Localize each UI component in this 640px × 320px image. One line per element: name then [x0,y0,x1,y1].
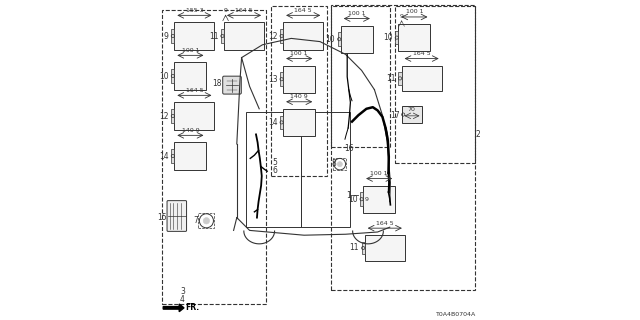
Bar [172,69,174,83]
Text: 11: 11 [387,74,396,83]
FancyBboxPatch shape [167,201,187,231]
Text: 164 5: 164 5 [413,51,431,56]
Bar [174,62,206,90]
Bar [280,72,283,86]
Text: 16: 16 [344,144,354,153]
Bar [283,22,323,50]
Bar [224,22,264,50]
Bar [398,72,402,85]
Bar [172,109,174,123]
Text: T0A4B0704A: T0A4B0704A [436,312,476,317]
Bar [301,112,351,227]
Text: 12: 12 [268,31,278,41]
Text: 164 5: 164 5 [235,8,253,13]
Bar [332,6,390,147]
Text: 10: 10 [348,195,357,204]
Text: 4: 4 [180,295,185,304]
Text: 100 1: 100 1 [182,48,199,53]
Bar [338,32,340,46]
Text: 100 1: 100 1 [348,11,365,16]
Text: 10: 10 [383,33,393,42]
Text: 164 5: 164 5 [186,88,204,93]
Bar [365,235,405,261]
Text: 12: 12 [159,111,169,121]
Text: 3: 3 [180,287,185,296]
Bar [283,109,315,136]
Text: FR.: FR. [186,303,200,312]
Text: 9: 9 [364,197,369,202]
Bar [172,149,174,163]
Text: 9: 9 [164,31,169,41]
Text: 14: 14 [268,118,278,127]
Text: 8: 8 [332,159,336,168]
Text: 7: 7 [193,216,198,225]
Text: 164 5: 164 5 [376,220,394,226]
Text: 140 9: 140 9 [182,128,199,133]
Bar [362,242,365,254]
Circle shape [204,218,210,224]
Text: 100 1: 100 1 [406,9,423,14]
Bar [332,5,476,290]
Text: 1: 1 [347,191,351,200]
Text: 100 1: 100 1 [371,171,388,176]
Text: 10: 10 [325,35,335,44]
Text: 10: 10 [159,71,169,81]
Text: 155 3: 155 3 [186,8,204,13]
Text: 140 9: 140 9 [291,94,308,99]
Text: 2: 2 [476,130,480,139]
Bar [198,213,214,228]
Bar [221,29,224,43]
Bar [360,192,364,206]
Bar [174,22,214,50]
Bar [402,106,422,123]
Bar [271,6,328,176]
Bar [161,10,266,304]
Text: 100 1: 100 1 [291,51,308,56]
Text: 13: 13 [268,75,278,84]
Circle shape [337,162,342,167]
Bar [396,6,475,163]
Text: 5: 5 [273,158,278,167]
Bar [398,24,430,51]
Bar [174,142,206,170]
Bar [280,29,283,43]
Text: 11: 11 [209,31,218,41]
Bar [333,158,346,170]
Polygon shape [163,304,184,312]
Bar [174,102,214,130]
Bar [283,66,315,93]
Bar [396,31,398,44]
Text: 6: 6 [273,166,278,175]
Text: 11: 11 [349,244,359,252]
Text: 15: 15 [157,213,166,222]
Text: 18: 18 [212,79,221,88]
Text: 70: 70 [408,107,416,112]
Bar [402,66,442,91]
Text: 14: 14 [159,151,169,161]
Bar [340,26,372,53]
Bar [280,116,283,129]
Text: 164 5: 164 5 [294,8,312,13]
Text: 9: 9 [223,8,228,13]
Bar [364,186,396,213]
Bar [172,29,174,43]
Text: 9: 9 [399,13,404,19]
Text: 17: 17 [390,111,399,120]
FancyBboxPatch shape [223,76,241,94]
Bar [246,112,301,227]
